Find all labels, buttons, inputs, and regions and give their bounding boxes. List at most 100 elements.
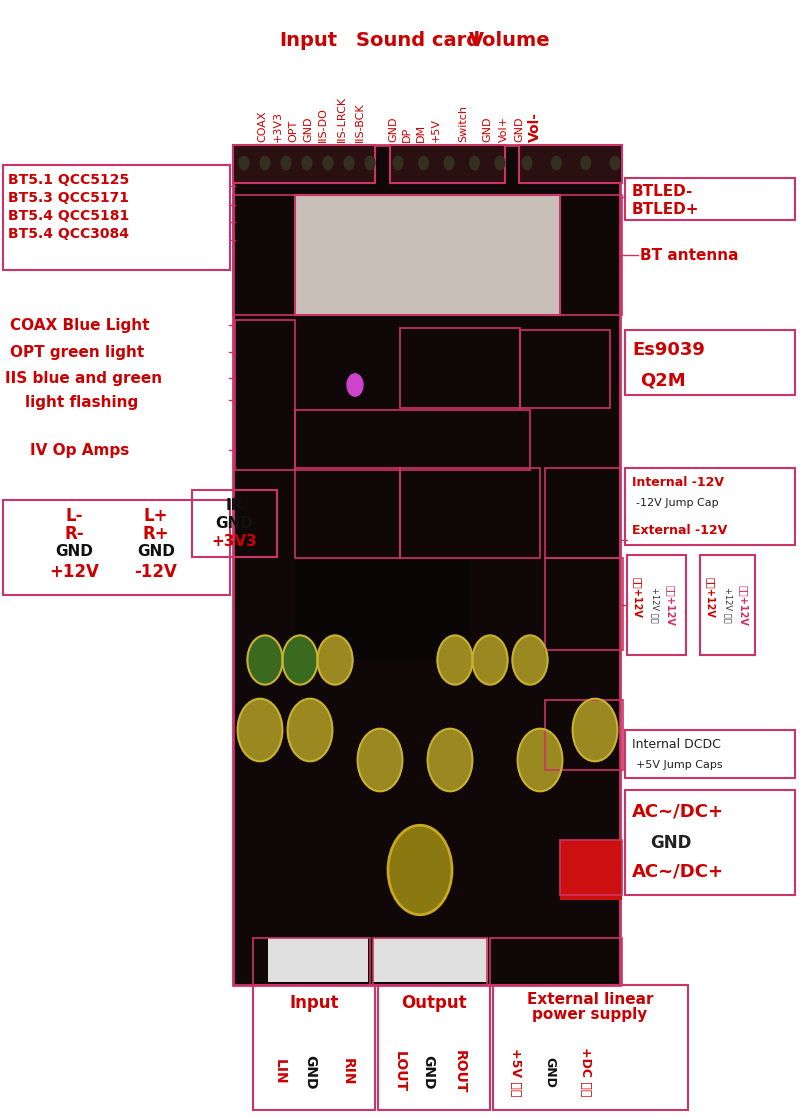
Text: DP: DP (402, 126, 412, 142)
Text: BT5.4 QCC3084: BT5.4 QCC3084 (8, 227, 129, 241)
Circle shape (472, 635, 508, 684)
Text: BT antenna: BT antenna (640, 247, 738, 263)
Circle shape (512, 635, 547, 684)
Circle shape (238, 699, 282, 761)
FancyBboxPatch shape (233, 145, 375, 183)
Text: Vol+: Vol+ (499, 116, 509, 142)
Text: L-: L- (66, 506, 82, 525)
Text: power supply: power supply (532, 1007, 648, 1023)
Text: +12V: +12V (49, 563, 99, 581)
Text: Internal -12V: Internal -12V (632, 475, 724, 489)
Text: External linear: External linear (526, 992, 654, 1006)
Circle shape (581, 157, 590, 170)
Text: OPT green light: OPT green light (10, 344, 144, 360)
Text: light flashing: light flashing (25, 396, 138, 410)
Text: DM: DM (416, 124, 426, 142)
FancyBboxPatch shape (295, 560, 390, 660)
Text: IIS-LRCK: IIS-LRCK (337, 96, 347, 142)
Text: +3V3: +3V3 (211, 534, 257, 550)
Text: L+: L+ (144, 506, 168, 525)
Text: BT5.4 QCC5181: BT5.4 QCC5181 (8, 209, 130, 222)
Text: +5V Jump Caps: +5V Jump Caps (636, 760, 722, 770)
Circle shape (522, 157, 532, 170)
FancyBboxPatch shape (236, 148, 617, 982)
FancyBboxPatch shape (295, 195, 560, 315)
Text: IIS-BCK: IIS-BCK (355, 103, 365, 142)
Text: GND: GND (388, 116, 398, 142)
Text: GND: GND (303, 116, 313, 142)
Text: ROUT: ROUT (453, 1050, 467, 1093)
Circle shape (388, 825, 452, 915)
Text: LOUT: LOUT (393, 1051, 407, 1092)
Circle shape (470, 157, 479, 170)
Circle shape (260, 157, 270, 170)
Text: BTLED-: BTLED- (632, 183, 694, 199)
Text: LIN: LIN (273, 1059, 287, 1084)
Circle shape (495, 157, 505, 170)
Circle shape (318, 635, 353, 684)
Text: 外部+12V: 外部+12V (665, 585, 675, 625)
FancyBboxPatch shape (390, 145, 505, 183)
Text: GND: GND (482, 116, 492, 142)
Text: GND: GND (215, 515, 253, 531)
Text: GND: GND (543, 1057, 557, 1088)
Circle shape (365, 157, 374, 170)
Circle shape (573, 699, 618, 761)
Text: Output: Output (401, 994, 467, 1012)
Circle shape (239, 157, 249, 170)
Text: +12V 输出: +12V 输出 (650, 587, 659, 623)
Text: BT5.1 QCC5125: BT5.1 QCC5125 (8, 173, 130, 187)
Text: AC~/DC+: AC~/DC+ (632, 863, 724, 881)
Circle shape (288, 699, 333, 761)
Text: COAX Blue Light: COAX Blue Light (10, 318, 150, 332)
Text: Input: Input (279, 30, 337, 49)
Text: 内部+12V: 内部+12V (705, 577, 715, 617)
Circle shape (323, 157, 333, 170)
Text: IR: IR (226, 498, 242, 512)
Text: BT5.3 QCC5171: BT5.3 QCC5171 (8, 191, 129, 205)
Text: COAX: COAX (257, 111, 267, 142)
Circle shape (418, 157, 428, 170)
Text: Q2M: Q2M (640, 371, 686, 389)
FancyBboxPatch shape (373, 938, 488, 982)
Circle shape (282, 635, 318, 684)
Text: Input: Input (290, 994, 338, 1012)
Text: GND: GND (650, 834, 691, 852)
Text: +5V: +5V (431, 119, 441, 142)
Text: 外部+12V: 外部+12V (738, 585, 748, 625)
Text: Es9039: Es9039 (632, 341, 705, 359)
Text: AC~/DC+: AC~/DC+ (632, 803, 724, 821)
Text: RIN: RIN (341, 1059, 355, 1086)
FancyBboxPatch shape (295, 195, 560, 315)
Circle shape (394, 157, 403, 170)
Text: Internal DCDC: Internal DCDC (632, 739, 721, 751)
Text: 内部+12V: 内部+12V (632, 577, 642, 617)
Text: GND: GND (421, 1054, 435, 1089)
Text: +12V 输出: +12V 输出 (723, 587, 733, 623)
Text: IIS blue and green: IIS blue and green (5, 370, 162, 386)
Circle shape (302, 157, 312, 170)
Text: +5V 输入: +5V 输入 (510, 1048, 522, 1096)
Text: GND: GND (137, 544, 175, 559)
Text: Switch: Switch (458, 105, 468, 142)
Text: External -12V: External -12V (632, 523, 727, 537)
Text: -12V: -12V (134, 563, 178, 581)
Circle shape (444, 157, 454, 170)
Circle shape (347, 373, 363, 396)
Text: GND: GND (55, 544, 93, 559)
FancyBboxPatch shape (268, 938, 368, 982)
Text: +3V3: +3V3 (273, 111, 283, 142)
Circle shape (518, 729, 562, 792)
Text: Vol-: Vol- (528, 112, 542, 142)
Text: GND: GND (303, 1054, 317, 1089)
Circle shape (247, 635, 282, 684)
FancyBboxPatch shape (233, 145, 620, 985)
Circle shape (551, 157, 561, 170)
Text: +DC 输出: +DC 输出 (578, 1048, 591, 1097)
Text: R-: R- (64, 525, 84, 543)
Text: Volume: Volume (469, 30, 551, 49)
Circle shape (282, 157, 291, 170)
Circle shape (358, 729, 402, 792)
Text: R+: R+ (142, 525, 170, 543)
FancyBboxPatch shape (390, 560, 470, 660)
